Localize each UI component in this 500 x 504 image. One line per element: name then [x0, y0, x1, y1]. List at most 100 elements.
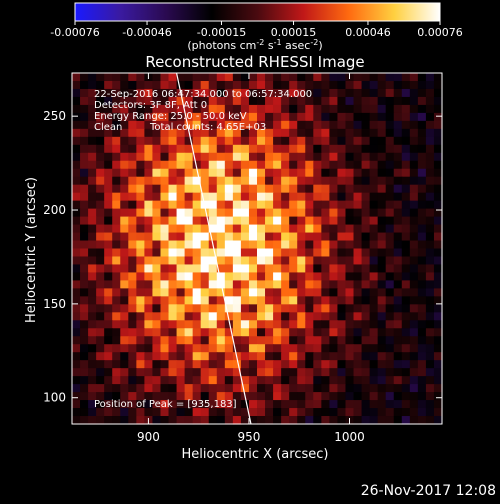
heatmap-cell — [120, 192, 129, 202]
heatmap-cell — [72, 416, 81, 425]
y-tick-label: 250 — [43, 109, 66, 123]
heatmap-cell — [168, 288, 178, 297]
heatmap-cell — [265, 128, 274, 138]
heatmap-cell — [353, 128, 363, 138]
heatmap-cell — [353, 320, 363, 329]
heatmap-cell — [104, 88, 113, 98]
heatmap-cell — [144, 328, 154, 337]
heatmap-cell — [337, 392, 347, 401]
heatmap-cell — [329, 392, 339, 401]
heatmap-cell — [112, 208, 121, 218]
heatmap-cell — [232, 384, 242, 393]
heatmap-cell — [345, 160, 355, 170]
heatmap-cell — [377, 208, 387, 218]
heatmap-cell — [152, 192, 162, 202]
heatmap-cell — [72, 168, 81, 178]
heatmap-cell — [433, 120, 443, 130]
heatmap-cell — [377, 384, 387, 393]
heatmap-cell — [152, 216, 162, 226]
heatmap-cell — [96, 120, 105, 130]
heatmap-cell — [329, 73, 339, 82]
heatmap-cell — [401, 168, 411, 178]
heatmap-cell — [377, 288, 387, 297]
heatmap-cell — [80, 384, 89, 393]
heatmap-cell — [297, 280, 306, 289]
heatmap-cell — [433, 328, 443, 337]
heatmap-cell — [369, 208, 379, 218]
heatmap-cell — [409, 96, 419, 106]
heatmap-cell — [337, 384, 347, 393]
heatmap-cell — [345, 112, 355, 122]
heatmap-cell — [88, 344, 97, 353]
heatmap-cell — [240, 96, 250, 106]
heatmap-cell — [369, 416, 379, 425]
heatmap-cell — [409, 112, 419, 122]
heatmap-cell — [216, 320, 226, 329]
heatmap-cell — [281, 240, 290, 250]
heatmap-cell — [208, 328, 218, 337]
heatmap-cell — [265, 360, 274, 369]
heatmap-cell — [305, 296, 314, 305]
heatmap-cell — [216, 240, 226, 250]
heatmap-cell — [329, 240, 339, 250]
heatmap-cell — [257, 416, 266, 425]
heatmap-cell — [417, 280, 427, 289]
heatmap-cell — [104, 280, 113, 289]
heatmap-cell — [120, 216, 129, 226]
heatmap-cell — [224, 304, 234, 313]
heatmap-cell — [192, 200, 202, 210]
heatmap-cell — [112, 88, 121, 98]
heatmap-cell — [240, 192, 250, 202]
heatmap-cell — [393, 216, 403, 226]
heatmap-cell — [136, 152, 145, 162]
heatmap-cell — [425, 248, 435, 258]
heatmap-cell — [257, 152, 266, 162]
heatmap-cell — [337, 120, 347, 130]
heatmap-cell — [136, 312, 145, 321]
heatmap-cell — [136, 280, 145, 289]
heatmap-cell — [297, 384, 306, 393]
heatmap-cell — [385, 184, 395, 194]
heatmap-cell — [313, 200, 322, 210]
heatmap-cell — [409, 192, 419, 202]
heatmap-cell — [313, 168, 322, 178]
heatmap-cell — [417, 136, 427, 146]
heatmap-cell — [232, 184, 242, 194]
heatmap-cell — [72, 152, 81, 162]
heatmap-cell — [401, 120, 411, 130]
heatmap-cell — [160, 192, 170, 202]
heatmap-cell — [136, 112, 145, 122]
heatmap-cell — [393, 336, 403, 345]
heatmap-cell — [265, 232, 274, 242]
heatmap-cell — [393, 136, 403, 146]
heatmap-cell — [200, 408, 210, 417]
heatmap-cell — [337, 240, 347, 250]
heatmap-cell — [361, 296, 371, 305]
heatmap-cell — [297, 176, 306, 186]
heatmap-cell — [88, 248, 97, 258]
heatmap-cell — [104, 224, 113, 234]
heatmap-cell — [192, 104, 202, 114]
heatmap-cell — [401, 360, 411, 369]
heatmap-cell — [248, 376, 258, 385]
heatmap-cell — [409, 320, 419, 329]
heatmap-cell — [425, 400, 435, 409]
heatmap-cell — [72, 288, 81, 297]
heatmap-cell — [257, 88, 266, 98]
heatmap-cell — [120, 416, 129, 425]
heatmap-cell — [257, 144, 266, 154]
heatmap-cell — [112, 128, 121, 138]
heatmap-cell — [313, 144, 322, 154]
heatmap-cell — [168, 120, 178, 130]
heatmap-cell — [128, 344, 137, 353]
heatmap-cell — [72, 344, 81, 353]
heatmap-cell — [369, 224, 379, 234]
heatmap-cell — [104, 112, 113, 122]
heatmap-cell — [104, 160, 113, 170]
heatmap-cell — [216, 376, 226, 385]
heatmap-cell — [321, 104, 330, 114]
heatmap-cell — [345, 144, 355, 154]
heatmap-cell — [385, 376, 395, 385]
heatmap-cell — [353, 360, 363, 369]
heatmap-cell — [112, 376, 121, 385]
